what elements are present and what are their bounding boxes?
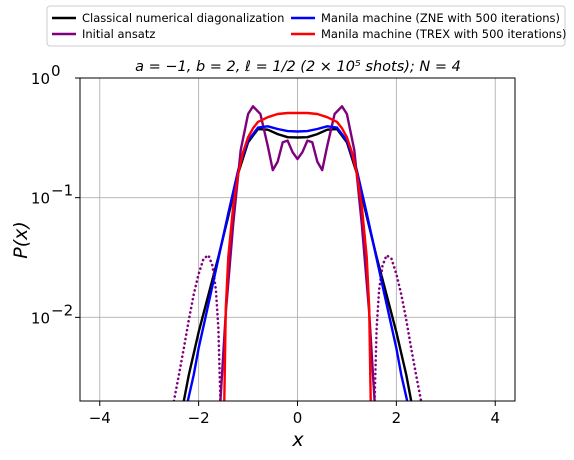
legend: Classical numerical diagonalization Init… — [46, 5, 566, 47]
chart-title: a = −1, b = 2, ℓ = 1/2 (2 × 10⁵ shots); … — [135, 59, 461, 75]
y-tick-label-2: 10 — [31, 309, 50, 327]
legend-label-zne: Manila machine (ZNE with 500 iterations) — [321, 11, 560, 25]
series-line-ansatz — [219, 105, 376, 401]
legend-label-classical: Classical numerical diagonalization — [82, 11, 284, 25]
x-tick-label-3: 2 — [392, 409, 402, 427]
y-tick-label-0: 10 — [31, 70, 50, 88]
legend-label-trex: Manila machine (TREX with 500 iterations… — [321, 27, 566, 41]
y-tick-exponent-0: 0 — [51, 62, 61, 80]
x-tick-label-1: −2 — [188, 409, 210, 427]
x-tick-label-2: 0 — [293, 409, 303, 427]
y-tick-exponent-2: −2 — [51, 301, 73, 319]
series-line-ansatz-dotted-tails-0 — [172, 254, 222, 401]
x-tick-label-4: 4 — [490, 409, 500, 427]
x-axis-label: x — [291, 429, 304, 451]
y-tick-exponent-1: −1 — [51, 182, 73, 200]
plot-area — [172, 105, 423, 401]
legend-label-ansatz: Initial ansatz — [82, 27, 155, 41]
legend-frame — [46, 5, 566, 47]
x-tick-label-0: −4 — [89, 409, 111, 427]
y-axis-label: P(x) — [10, 221, 32, 259]
grid — [80, 77, 515, 401]
series-line-ansatz-dotted-tails-1 — [373, 254, 423, 401]
y-tick-label-1: 10 — [31, 190, 50, 208]
series-line-zne — [186, 125, 409, 401]
series-line-trex — [223, 111, 372, 401]
